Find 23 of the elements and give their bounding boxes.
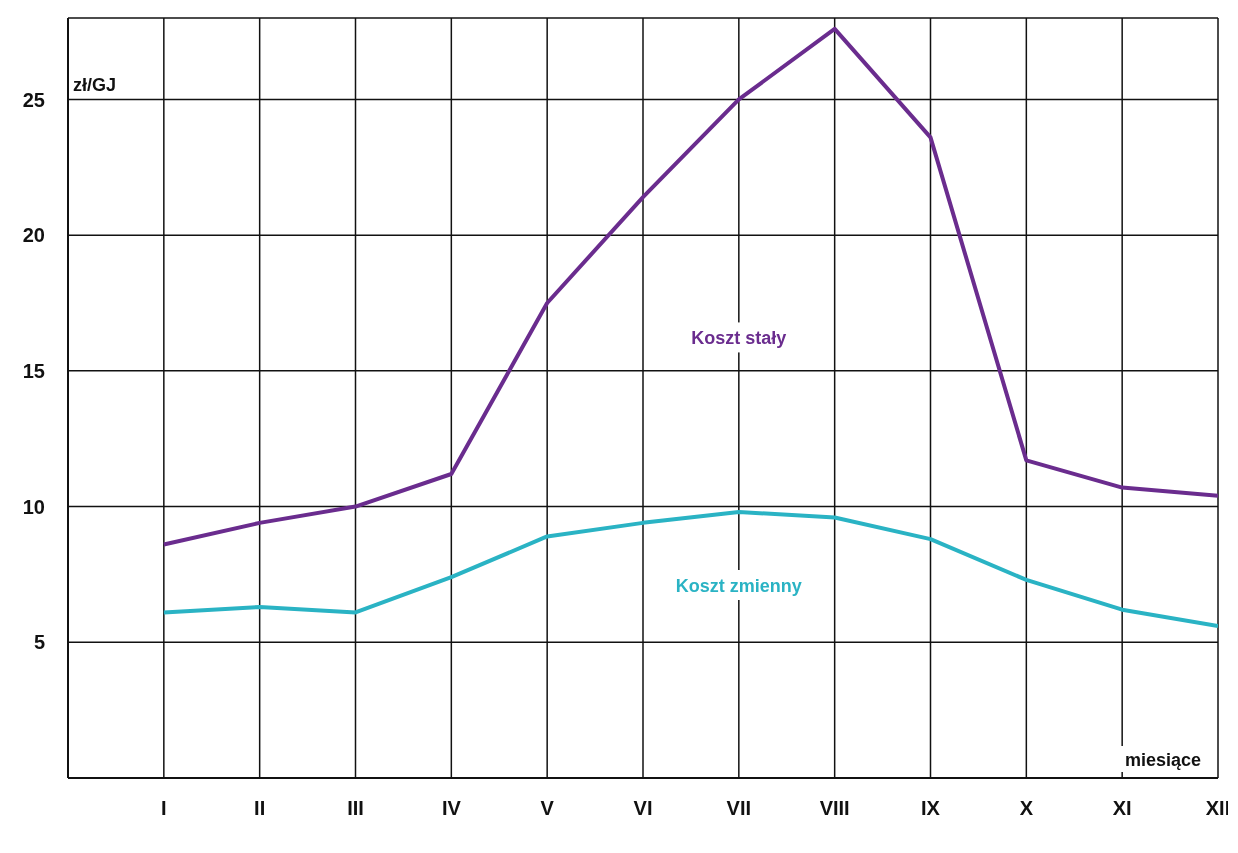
x-tick-label: XI [1112, 797, 1132, 820]
x-tick-label: I [161, 797, 167, 820]
x-tick-label: VII [726, 797, 752, 820]
y-tick-label: 25 [22, 88, 45, 111]
line-series [161, 26, 1218, 547]
y-tick-label: 5 [33, 631, 45, 654]
x-tick-label: III [347, 797, 364, 820]
y-axis-title: zł/GJ [73, 74, 117, 95]
line-series [161, 510, 1218, 628]
x-tick-label: IX [921, 797, 941, 820]
x-tick-label: II [254, 797, 266, 820]
y-tick-label: 20 [22, 224, 45, 247]
x-tick-label: IV [441, 797, 462, 820]
x-tick-label: VIII [819, 797, 850, 820]
x-tick-label: X [1019, 797, 1034, 820]
text: Koszt zmienny [675, 576, 802, 596]
text: Koszt stały [691, 328, 787, 349]
x-tick-label: V [540, 797, 555, 820]
x-axis-title: miesiące [1124, 750, 1202, 770]
x-tick-label: XII [1205, 797, 1231, 820]
x-tick-label: VI [633, 797, 653, 820]
y-tick-label: 15 [22, 359, 45, 382]
y-tick-label: 10 [22, 495, 45, 518]
